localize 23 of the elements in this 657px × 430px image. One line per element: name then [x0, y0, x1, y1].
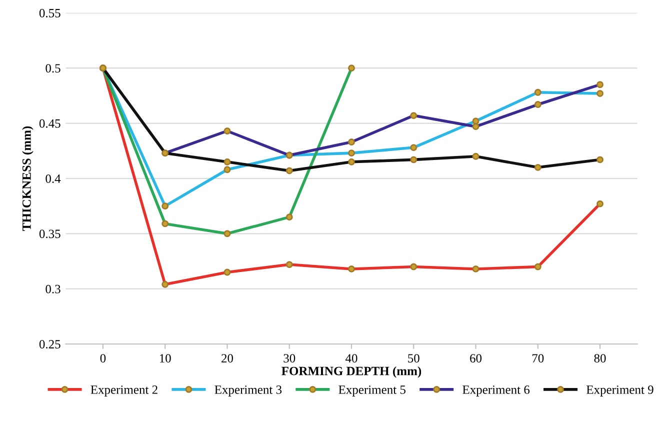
legend-label: Experiment 3	[214, 386, 282, 396]
x-tick-label: 70	[532, 354, 544, 363]
x-tick-label: 20	[222, 354, 234, 363]
x-tick-label: 40	[345, 354, 358, 363]
legend-label: Experiment 6	[462, 386, 530, 396]
x-tick-label: 50	[408, 354, 420, 363]
y-tick-label: 0.45	[39, 119, 60, 128]
y-tick-label: 0.55	[39, 8, 60, 18]
legend-label: Experiment 9	[586, 386, 654, 396]
y-tick-label: 0.4	[46, 174, 61, 183]
y-axis-title: THICKNESS (mm)	[22, 126, 34, 231]
x-axis-title: FORMING DEPTH (mm)	[282, 366, 422, 378]
legend-label: Experiment 5	[338, 386, 406, 396]
x-tick-label: 60	[470, 354, 482, 363]
x-tick-label: 0	[100, 354, 106, 363]
y-tick-label: 0.5	[46, 64, 60, 73]
x-tick-label: 80	[594, 354, 606, 363]
y-tick-label: 0.35	[39, 230, 60, 238]
x-tick-label: 30	[284, 354, 296, 363]
y-tick-label: 0.3	[46, 284, 60, 294]
legend-label: Experiment 2	[90, 386, 158, 396]
x-tick-label: 10	[160, 354, 171, 363]
y-tick-label: 0.25	[39, 340, 60, 349]
